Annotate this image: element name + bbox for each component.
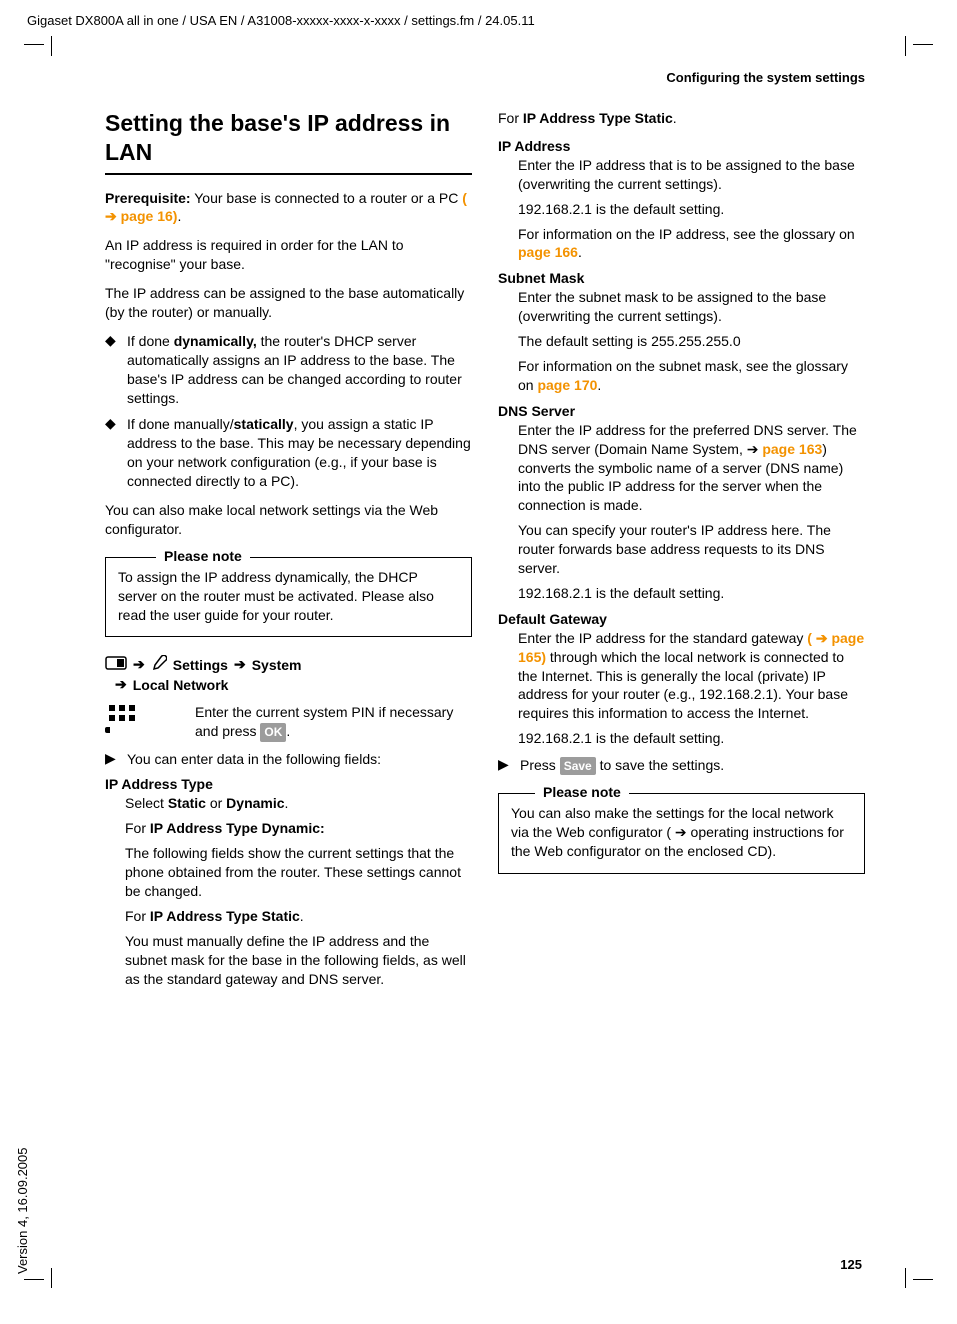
bullet-static: ◆ If done manually/statically, you assig… — [105, 415, 472, 491]
crop-mark — [51, 36, 52, 56]
prereq-text: Your base is connected to a router or a … — [191, 190, 463, 206]
term-ip-address: IP Address — [498, 138, 865, 154]
ip-address-d1: Enter the IP address that is to be assig… — [518, 156, 865, 194]
dns-d3: 192.168.2.1 is the default setting. — [518, 584, 865, 603]
ipat-static-label: For IP Address Type Static. — [125, 907, 472, 926]
crop-mark — [24, 44, 44, 45]
for-static-line: For IP Address Type Static. — [498, 109, 865, 128]
crop-mark — [913, 44, 933, 45]
defn-ip-address: Enter the IP address that is to be assig… — [518, 156, 865, 262]
save-text: Press Save to save the settings. — [520, 756, 724, 775]
left-column: Setting the base's IP address in LAN Pre… — [105, 109, 472, 996]
two-column-layout: Setting the base's IP address in LAN Pre… — [105, 109, 865, 996]
gw-d1: Enter the IP address for the standard ga… — [518, 629, 865, 723]
ok-key: OK — [260, 723, 286, 741]
crop-mark — [913, 1279, 933, 1280]
bullet-dynamic: ◆ If done dynamically, the router's DHCP… — [105, 332, 472, 408]
note-body-2: You can also make the settings for the l… — [511, 804, 852, 861]
nav-local-network: Local Network — [133, 677, 229, 693]
page-163-link[interactable]: page 163 — [762, 441, 822, 457]
crop-mark — [905, 1268, 906, 1288]
note-title: Please note — [156, 548, 250, 564]
menu-icon — [105, 655, 127, 674]
subnet-d1: Enter the subnet mask to be assigned to … — [518, 288, 865, 326]
defn-subnet-mask: Enter the subnet mask to be assigned to … — [518, 288, 865, 394]
keypad-instruction: Enter the current system PIN if necessar… — [105, 703, 472, 741]
crop-mark — [51, 1268, 52, 1288]
nav-system: System — [252, 657, 302, 673]
note-box-2: Please note You can also make the settin… — [498, 793, 865, 874]
step-save: ▶ Press Save to save the settings. — [498, 756, 865, 775]
term-default-gateway: Default Gateway — [498, 611, 865, 627]
dns-d1: Enter the IP address for the preferred D… — [518, 421, 865, 515]
menu-path-line2: ➔ Local Network — [105, 676, 472, 693]
subnet-d3: For information on the subnet mask, see … — [518, 357, 865, 395]
arrow: ➔ — [133, 656, 145, 673]
right-column: For IP Address Type Static. IP Address E… — [498, 109, 865, 996]
para-assigned: The IP address can be assigned to the ba… — [105, 284, 472, 322]
page-number: 125 — [840, 1257, 862, 1272]
term-ip-address-type: IP Address Type — [105, 776, 472, 792]
defn-default-gateway: Enter the IP address for the standard ga… — [518, 629, 865, 748]
ipat-select: Select Static or Dynamic. — [125, 794, 472, 813]
step-enter-fields: ▶ You can enter data in the following fi… — [105, 750, 472, 769]
term-subnet-mask: Subnet Mask — [498, 270, 865, 286]
triangle-bullet: ▶ — [105, 750, 127, 769]
defn-dns-server: Enter the IP address for the preferred D… — [518, 421, 865, 603]
section-heading: Setting the base's IP address in LAN — [105, 109, 472, 167]
nav-settings: Settings — [173, 657, 228, 673]
period: . — [177, 208, 181, 224]
doc-header: Gigaset DX800A all in one / USA EN / A31… — [27, 13, 535, 28]
bullet-text: If done manually/statically, you assign … — [127, 415, 472, 491]
arrow: ➔ — [234, 656, 246, 673]
wrench-icon — [151, 655, 167, 674]
running-header: Configuring the system settings — [105, 70, 865, 85]
menu-path-line1: ➔ Settings ➔ System — [105, 655, 472, 674]
save-key: Save — [560, 757, 596, 775]
subnet-d2: The default setting is 255.255.255.0 — [518, 332, 865, 351]
diamond-bullet: ◆ — [105, 415, 127, 491]
bullet-list: ◆ If done dynamically, the router's DHCP… — [105, 332, 472, 491]
version-sidetext: Version 4, 16.09.2005 — [15, 1148, 30, 1275]
dns-d2: You can specify your router's IP address… — [518, 521, 865, 578]
crop-mark — [905, 36, 906, 56]
ip-address-d3: For information on the IP address, see t… — [518, 225, 865, 263]
defn-ip-address-type: Select Static or Dynamic. For IP Address… — [125, 794, 472, 988]
page-170-link[interactable]: page 170 — [537, 377, 597, 393]
prerequisite-line: Prerequisite: Your base is connected to … — [105, 189, 472, 227]
page-content: Configuring the system settings Setting … — [105, 70, 865, 996]
bullet-text: If done dynamically, the router's DHCP s… — [127, 332, 472, 408]
crop-mark — [24, 1279, 44, 1280]
note-box: Please note To assign the IP address dyn… — [105, 557, 472, 638]
para-ip-required: An IP address is required in order for t… — [105, 236, 472, 274]
prereq-label: Prerequisite: — [105, 190, 191, 206]
keypad-text: Enter the current system PIN if necessar… — [195, 703, 472, 741]
keypad-icon — [105, 703, 195, 741]
term-dns-server: DNS Server — [498, 403, 865, 419]
ipat-static-text: You must manually define the IP address … — [125, 932, 472, 989]
ipat-dynamic-label: For IP Address Type Dynamic: — [125, 819, 472, 838]
para-web-configurator: You can also make local network settings… — [105, 501, 472, 539]
arrow: ➔ — [115, 676, 127, 693]
ip-address-d2: 192.168.2.1 is the default setting. — [518, 200, 865, 219]
ipat-dynamic-text: The following fields show the current se… — [125, 844, 472, 901]
note-title-2: Please note — [535, 784, 629, 800]
triangle-bullet: ▶ — [498, 756, 520, 775]
step-text: You can enter data in the following fiel… — [127, 750, 381, 769]
diamond-bullet: ◆ — [105, 332, 127, 408]
heading-rule — [105, 173, 472, 175]
page-166-link[interactable]: page 166 — [518, 244, 578, 260]
note-body: To assign the IP address dynamically, th… — [118, 568, 459, 625]
gw-d2: 192.168.2.1 is the default setting. — [518, 729, 865, 748]
